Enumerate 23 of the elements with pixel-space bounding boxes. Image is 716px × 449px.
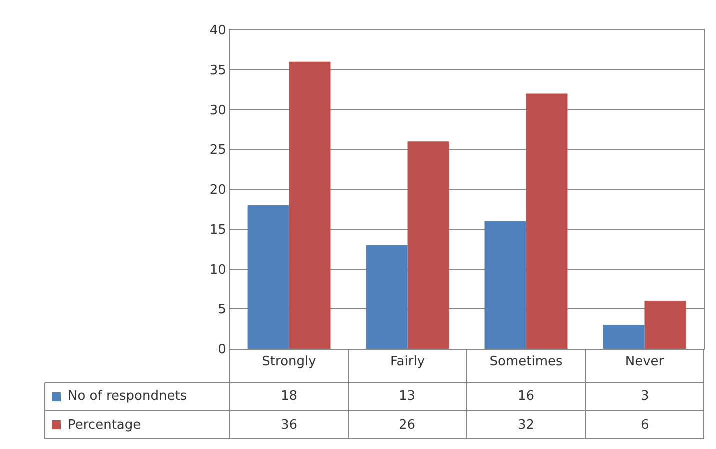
legend-label: No of respondnets xyxy=(68,389,188,404)
y-tick-label: 35 xyxy=(210,63,226,78)
y-tick-label: 25 xyxy=(210,143,226,158)
y-tick-label: 20 xyxy=(210,183,226,198)
x-tick-label: Strongly xyxy=(262,354,317,370)
data-label: 26 xyxy=(399,418,416,433)
y-tick-label: 40 xyxy=(210,24,226,39)
x-tick-label: Fairly xyxy=(390,354,426,370)
y-tick-label: 10 xyxy=(210,262,226,278)
x-tick-label: Never xyxy=(625,354,665,370)
y-tick-label: 30 xyxy=(210,103,226,118)
x-tick-label: Sometimes xyxy=(490,354,563,370)
data-label: 36 xyxy=(281,418,298,433)
data-label: 13 xyxy=(399,389,416,404)
data-label: 18 xyxy=(281,389,298,404)
data-label: 32 xyxy=(518,418,535,433)
data-label: 3 xyxy=(641,389,650,404)
legend-label: Percentage xyxy=(68,418,142,433)
y-tick-label: 0 xyxy=(218,342,226,358)
y-tick-label: 15 xyxy=(210,222,226,238)
y-tick-label: 5 xyxy=(218,302,226,318)
data-label: 6 xyxy=(641,418,650,433)
data-label: 16 xyxy=(518,389,535,404)
